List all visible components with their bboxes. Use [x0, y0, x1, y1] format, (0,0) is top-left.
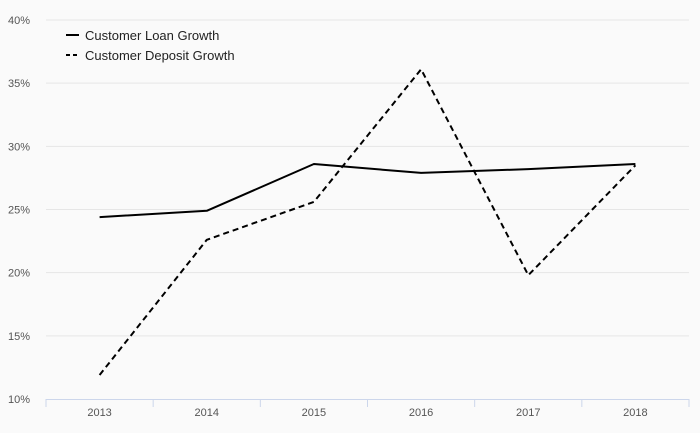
y-tick-label: 10% [8, 394, 30, 406]
x-tick-label: 2018 [623, 407, 647, 419]
legend: Customer Loan Growth Customer Deposit Gr… [66, 28, 235, 63]
y-tick-label: 15% [8, 331, 30, 343]
y-axis-ticks: 10% 15% 20% 25% 30% 35% 40% [8, 15, 30, 406]
y-tick-label: 35% [8, 78, 30, 90]
x-tick-label: 2017 [516, 407, 540, 419]
legend-label-loan: Customer Loan Growth [85, 28, 219, 43]
x-tick-label: 2015 [302, 407, 326, 419]
x-tick-label: 2016 [409, 407, 433, 419]
y-tick-label: 20% [8, 268, 30, 280]
series-lines [98, 68, 637, 376]
y-tick-label: 40% [8, 15, 30, 27]
gridlines [46, 19, 689, 337]
x-tick-label: 2014 [195, 407, 219, 419]
series-line-loan-growth [99, 163, 636, 219]
x-axis: 2013 2014 2015 2016 2017 2018 [45, 399, 690, 419]
legend-label-deposit: Customer Deposit Growth [85, 48, 235, 63]
y-tick-label: 25% [8, 205, 30, 217]
x-tick-label: 2013 [87, 407, 111, 419]
y-tick-label: 30% [8, 141, 30, 153]
series-line-deposit-growth [98, 68, 637, 376]
